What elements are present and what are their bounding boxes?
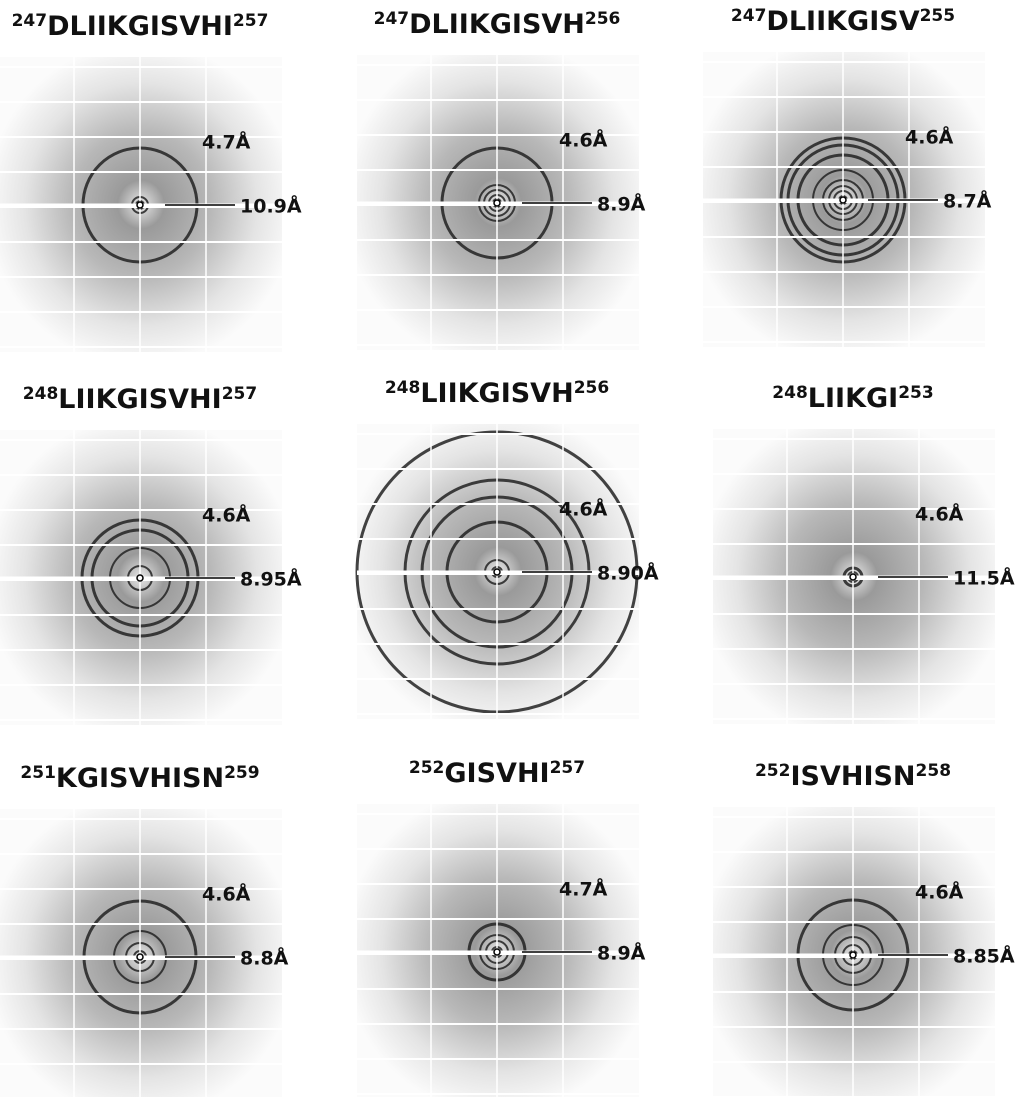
sequence: LIIKGISVH (420, 378, 573, 409)
end-residue: 259 (224, 763, 260, 783)
start-residue: 247 (12, 11, 48, 31)
spacing-label: 8.85Å (953, 944, 1015, 968)
ring-label: 4.7Å (559, 877, 608, 901)
panel-title: 248LIIKGI253 (772, 383, 933, 414)
spacing-label: 8.8Å (240, 946, 289, 970)
diffraction-panel: 247DLIIKGISVHI257 4.7Å 10.9Å (0, 11, 302, 352)
panel-title: 251KGISVHISN259 (20, 763, 259, 794)
beam-stop (494, 200, 500, 206)
panel-title: 248LIIKGISVHI257 (23, 384, 257, 415)
panel-title: 247DLIIKGISVH256 (374, 9, 621, 40)
ring-label: 4.6Å (559, 128, 608, 152)
sequence: LIIKGI (808, 383, 898, 414)
beam-stop (494, 949, 500, 955)
sequence: GISVHI (444, 758, 549, 789)
diffraction-panel: 247DLIIKGISV255 4.6Å 8.7Å (703, 6, 992, 347)
end-residue: 253 (898, 383, 934, 403)
ring-label: 4.6Å (559, 497, 608, 521)
beam-stop (850, 574, 856, 580)
ring-label: 4.6Å (905, 125, 954, 149)
ring-label: 4.6Å (915, 502, 964, 526)
start-residue: 248 (23, 384, 59, 404)
spacing-label: 10.9Å (240, 194, 302, 218)
start-residue: 252 (755, 761, 791, 781)
beam-stop (840, 197, 846, 203)
ring-label: 4.6Å (202, 503, 251, 527)
spacing-label: 8.9Å (597, 192, 646, 216)
panel-title: 247DLIIKGISV255 (731, 6, 955, 37)
spacing-label: 8.7Å (943, 189, 992, 213)
end-residue: 257 (222, 384, 258, 404)
sequence: LIIKGISVHI (58, 384, 221, 415)
panel-title: 248LIIKGISVH256 (385, 378, 609, 409)
panel-title: 252ISVHISN258 (755, 761, 951, 792)
ring-label: 4.6Å (202, 882, 251, 906)
diffraction-panel: 252ISVHISN258 4.6Å 8.85Å (713, 761, 1015, 1097)
end-residue: 256 (585, 9, 621, 29)
sequence: DLIIKGISVH (409, 9, 585, 40)
end-residue: 255 (920, 6, 956, 26)
beam-stop (137, 954, 143, 960)
start-residue: 247 (374, 9, 410, 29)
end-residue: 257 (233, 11, 269, 31)
beam-stop (494, 569, 500, 575)
sequence: DLIIKGISVHI (47, 11, 233, 42)
spacing-label: 8.90Å (597, 561, 659, 585)
ring-label: 4.6Å (915, 880, 964, 904)
sequence: ISVHISN (790, 761, 915, 792)
start-residue: 247 (731, 6, 767, 26)
beam-stop (850, 952, 856, 958)
end-residue: 256 (574, 378, 610, 398)
diffraction-panel: 252GISVHI257 4.7Å 8.9Å (357, 758, 646, 1097)
start-residue: 248 (385, 378, 421, 398)
end-residue: 257 (550, 758, 586, 778)
spacing-label: 8.9Å (597, 941, 646, 965)
start-residue: 248 (772, 383, 808, 403)
diffraction-panel: 248LIIKGISVH256 4.6Å 8.90Å (357, 378, 659, 719)
diffraction-panel: 251KGISVHISN259 4.6Å 8.8Å (0, 763, 289, 1097)
panel-title: 247DLIIKGISVHI257 (12, 11, 269, 42)
diffraction-panel: 248LIIKGI253 4.6Å 11.5Å (713, 383, 1015, 724)
spacing-label: 11.5Å (953, 566, 1015, 590)
diffraction-panel: 248LIIKGISVHI257 4.6Å 8.95Å (0, 384, 302, 725)
beam-stop (137, 202, 143, 208)
diffraction-panel: 247DLIIKGISVH256 4.6Å 8.9Å (357, 9, 646, 350)
start-residue: 252 (409, 758, 445, 778)
sequence: DLIIKGISV (766, 6, 919, 37)
start-residue: 251 (20, 763, 56, 783)
panel-title: 252GISVHI257 (409, 758, 585, 789)
end-residue: 258 (916, 761, 952, 781)
beam-stop (137, 575, 143, 581)
spacing-label: 8.95Å (240, 567, 302, 591)
sequence: KGISVHISN (56, 763, 224, 794)
figure: 247DLIIKGISVHI2574.7Å10.9Å247DLIIKGISVH2… (0, 0, 1034, 1097)
ring-label: 4.7Å (202, 130, 251, 154)
